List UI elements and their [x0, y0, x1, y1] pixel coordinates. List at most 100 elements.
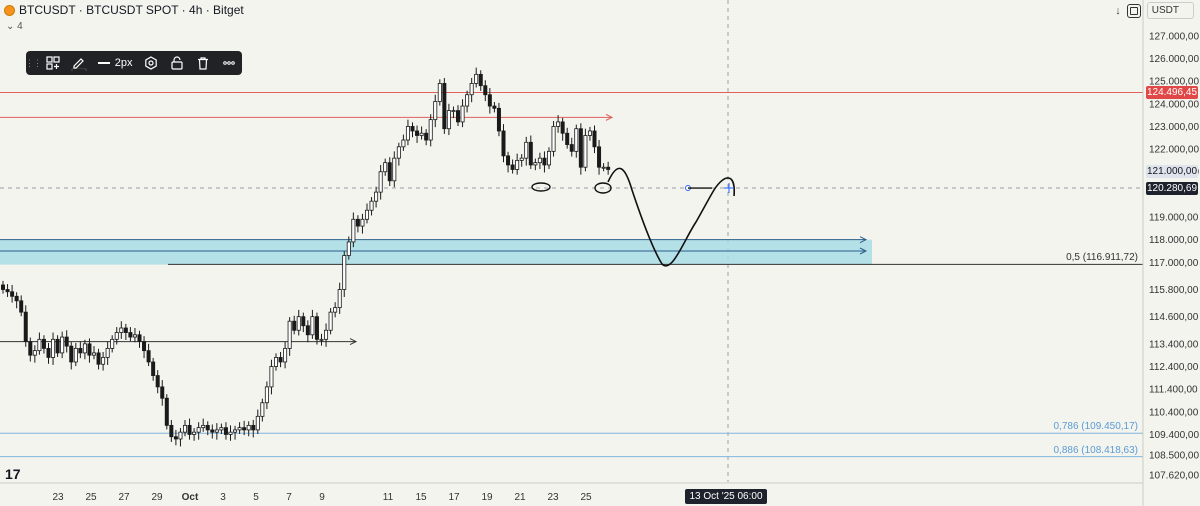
- y-tick-label: 127.000,00: [1149, 31, 1199, 42]
- candle-body: [410, 126, 415, 132]
- square-icon: [1129, 6, 1138, 15]
- screenshot-button[interactable]: [1126, 3, 1141, 18]
- candle-body: [383, 162, 388, 173]
- candle-body: [374, 191, 379, 202]
- x-tick-label: 25: [85, 492, 97, 503]
- candle-body: [364, 209, 369, 220]
- candle-body: [192, 431, 197, 435]
- y-tick-label: 109.400,00: [1149, 430, 1199, 441]
- candle-body: [278, 357, 283, 363]
- candle-body: [82, 343, 87, 354]
- candle-body: [328, 311, 333, 331]
- candle-body: [305, 325, 310, 336]
- x-tick-label: 15: [415, 492, 427, 503]
- candle-body: [182, 424, 187, 433]
- candle-body: [478, 73, 483, 87]
- candle-body: [542, 157, 547, 166]
- candle-body: [378, 171, 383, 193]
- candle-body: [110, 338, 115, 349]
- settings-button[interactable]: [139, 51, 165, 75]
- candle-body: [260, 402, 265, 417]
- candle-body: [574, 128, 579, 152]
- tradingview-logo: 17: [5, 466, 21, 482]
- candle-body: [469, 83, 474, 96]
- circle-mark: [594, 182, 612, 194]
- y-tick-label: 124.000,00: [1149, 99, 1199, 110]
- candle-body: [515, 160, 520, 170]
- candle-body: [264, 386, 269, 404]
- candle-body: [255, 415, 260, 431]
- candle-body: [64, 336, 69, 347]
- candle-body: [446, 110, 451, 130]
- y-tick-label: 126.000,00: [1149, 54, 1199, 65]
- x-tick-label: 19: [481, 492, 493, 503]
- candles-layer: [0, 67, 611, 447]
- candle-body: [419, 132, 424, 136]
- candle-body: [415, 130, 420, 136]
- candle-body: [547, 150, 552, 166]
- candle-body: [487, 94, 492, 107]
- support-zone-layer: [0, 236, 872, 265]
- candle-body: [524, 141, 529, 159]
- projection-path: [607, 167, 735, 267]
- drag-handle-icon[interactable]: ⋮⋮: [25, 57, 42, 68]
- candle-body: [151, 361, 156, 376]
- candle-body: [246, 424, 251, 431]
- candle-body: [592, 130, 597, 148]
- candle-body: [569, 144, 574, 152]
- candle-body: [537, 157, 542, 164]
- candle-body: [164, 397, 169, 426]
- y-tick-label: 125.000,00: [1149, 77, 1199, 88]
- candle-body: [510, 164, 515, 170]
- candle-body: [78, 347, 83, 354]
- arrow-down-icon[interactable]: ↓: [1115, 4, 1121, 17]
- candle-body: [342, 255, 347, 290]
- candle-body: [355, 218, 360, 227]
- candle-body: [324, 329, 329, 340]
- candle-body: [187, 424, 192, 435]
- candle-body: [223, 427, 228, 435]
- candle-body: [483, 85, 488, 96]
- candle-body: [474, 73, 479, 84]
- candle-body: [10, 291, 15, 297]
- candle-body: [587, 130, 592, 136]
- candle-body: [360, 218, 365, 227]
- line-width-button[interactable]: 2px: [92, 51, 139, 75]
- indicator-count-toggle[interactable]: ⌄ 4: [6, 21, 23, 32]
- candle-body: [233, 429, 238, 433]
- currency-select[interactable]: USDT: [1146, 2, 1194, 19]
- candle-body: [501, 130, 506, 157]
- crosshair-time-badge: 13 Oct '25 06:00: [685, 489, 767, 504]
- candle-body: [96, 352, 101, 365]
- x-tick-label: 25: [580, 492, 592, 503]
- y-tick-label: 114.600,00: [1149, 312, 1199, 323]
- candle-body: [173, 436, 178, 440]
- candle-body: [424, 132, 429, 141]
- candle-body: [310, 316, 315, 336]
- more-dots-icon: [223, 61, 235, 65]
- candle-body: [333, 307, 338, 313]
- x-tick-label: 23: [52, 492, 64, 503]
- candle-body: [123, 327, 128, 333]
- x-tick-label: 29: [151, 492, 163, 503]
- candle-body: [405, 126, 410, 141]
- candle-body: [137, 334, 142, 342]
- add-to-template-button[interactable]: [40, 51, 66, 75]
- candle-body: [492, 105, 497, 109]
- candle-body: [273, 357, 278, 367]
- more-button[interactable]: [216, 51, 242, 75]
- candle-body: [178, 431, 183, 440]
- delete-button[interactable]: [190, 51, 216, 75]
- candle-body: [87, 343, 92, 356]
- lock-button[interactable]: [164, 51, 190, 75]
- zone-mid-arrow-line-head: [859, 247, 868, 255]
- candle-body: [455, 110, 460, 123]
- candle-body: [219, 427, 224, 431]
- candle-body: [465, 94, 470, 107]
- line-color-button[interactable]: [66, 51, 92, 75]
- y-tick-label: 113.400,00: [1149, 339, 1199, 350]
- candle-body: [46, 347, 51, 358]
- y-tick-label: 119.000,00: [1149, 213, 1199, 224]
- candle-body: [551, 126, 556, 152]
